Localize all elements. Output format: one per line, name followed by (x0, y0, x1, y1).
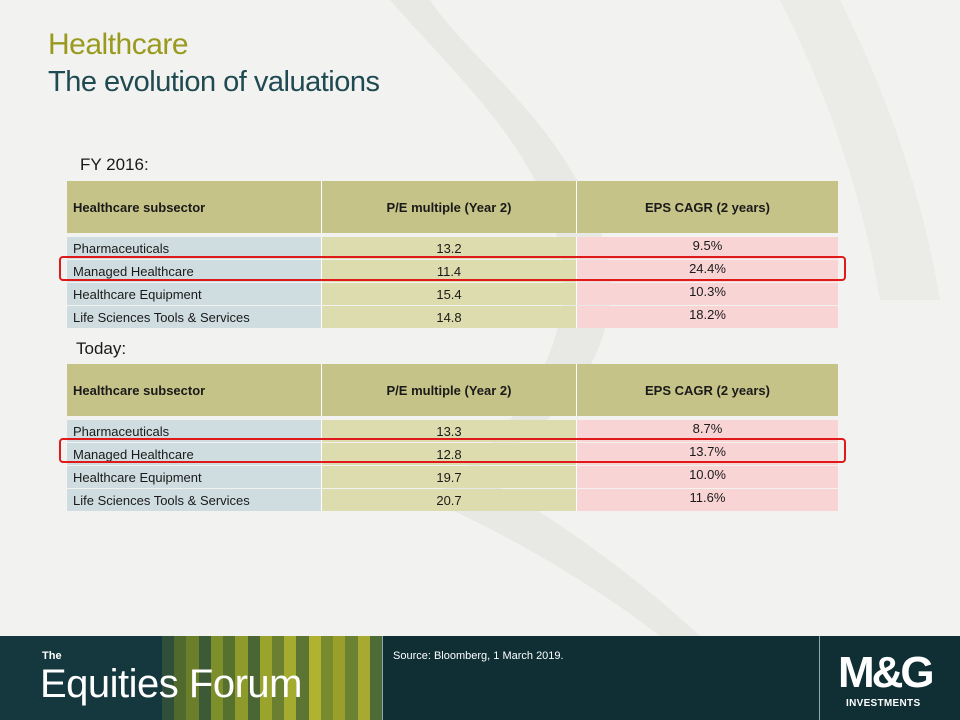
cell-eps: 10.3% (577, 283, 838, 305)
cell-eps: 18.2% (577, 306, 838, 328)
header-pe: P/E multiple (Year 2) (322, 181, 577, 233)
cell-subsector: Pharmaceuticals (67, 237, 322, 259)
brand-the: The (42, 650, 62, 662)
cell-pe: 11.4 (322, 260, 577, 282)
cell-pe: 14.8 (322, 306, 577, 328)
stripes-decoration (162, 636, 382, 720)
header-eps: EPS CAGR (2 years) (577, 364, 838, 416)
table-row: Life Sciences Tools & Services 20.7 11.6… (67, 489, 838, 511)
footer-bar: The Equities Forum Source: Bloomberg, 1 … (0, 636, 960, 720)
page-title: Healthcare (48, 28, 189, 61)
cell-subsector: Managed Healthcare (67, 443, 322, 465)
cell-eps: 9.5% (577, 237, 838, 259)
cell-pe: 12.8 (322, 443, 577, 465)
equities-forum-brand: The Equities Forum (0, 636, 382, 720)
table-header: Healthcare subsector P/E multiple (Year … (67, 364, 838, 416)
cell-subsector: Healthcare Equipment (67, 283, 322, 305)
cell-pe: 13.2 (322, 237, 577, 259)
highlight-box-managed-healthcare (59, 256, 846, 281)
cell-subsector: Pharmaceuticals (67, 420, 322, 442)
cell-subsector: Managed Healthcare (67, 260, 322, 282)
cell-pe: 13.3 (322, 420, 577, 442)
header-subsector: Healthcare subsector (67, 181, 322, 233)
mg-logo: M&G INVESTMENTS (819, 636, 960, 720)
table-fy2016: Healthcare subsector P/E multiple (Year … (67, 181, 838, 329)
table-row: Healthcare Equipment 19.7 10.0% (67, 466, 838, 488)
table-row: Managed Healthcare 12.8 13.7% (67, 443, 838, 465)
table-header: Healthcare subsector P/E multiple (Year … (67, 181, 838, 233)
cell-eps: 13.7% (577, 443, 838, 465)
table-row: Life Sciences Tools & Services 14.8 18.2… (67, 306, 838, 328)
section-label-today: Today: (76, 339, 127, 358)
mg-logo-text: M&G (838, 648, 935, 697)
table-row: Pharmaceuticals 13.3 8.7% (67, 420, 838, 442)
header-pe: P/E multiple (Year 2) (322, 364, 577, 416)
cell-eps: 24.4% (577, 260, 838, 282)
mg-logo-subtext: INVESTMENTS (846, 698, 921, 709)
header-eps: EPS CAGR (2 years) (577, 181, 838, 233)
cell-eps: 8.7% (577, 420, 838, 442)
source-note: Source: Bloomberg, 1 March 2019. (382, 636, 819, 720)
cell-subsector: Life Sciences Tools & Services (67, 489, 322, 511)
cell-pe: 15.4 (322, 283, 577, 305)
cell-subsector: Healthcare Equipment (67, 466, 322, 488)
table-row: Pharmaceuticals 13.2 9.5% (67, 237, 838, 259)
table-row: Healthcare Equipment 15.4 10.3% (67, 283, 838, 305)
section-label-fy2016: FY 2016: (80, 155, 149, 174)
table-row: Managed Healthcare 11.4 24.4% (67, 260, 838, 282)
cell-pe: 19.7 (322, 466, 577, 488)
page-subtitle: The evolution of valuations (48, 66, 380, 98)
highlight-box-managed-healthcare (59, 438, 846, 463)
cell-subsector: Life Sciences Tools & Services (67, 306, 322, 328)
table-today: Healthcare subsector P/E multiple (Year … (67, 364, 838, 512)
cell-eps: 10.0% (577, 466, 838, 488)
cell-pe: 20.7 (322, 489, 577, 511)
brand-name: Equities Forum (40, 662, 302, 706)
cell-eps: 11.6% (577, 489, 838, 511)
header-subsector: Healthcare subsector (67, 364, 322, 416)
